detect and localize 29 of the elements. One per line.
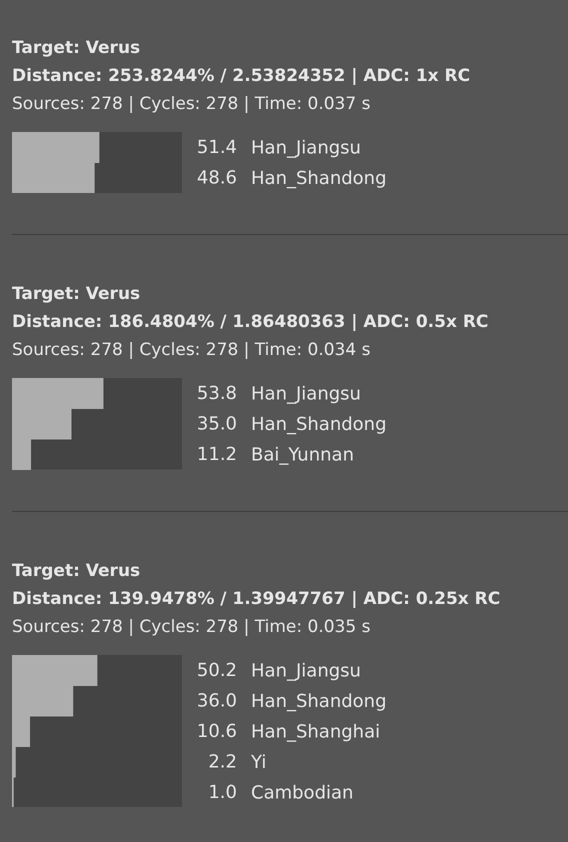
data-label: 2.2 — [208, 751, 237, 772]
chart-title: Target: Verus — [12, 283, 142, 306]
data-label: 1.0 — [208, 782, 237, 802]
source-note: Sources: 278 | Cycles: 278 | Time: 0.034 s — [12, 339, 372, 362]
y-tick-label: Han_Shanghai — [251, 721, 380, 742]
data-label: 50.2 — [196, 660, 237, 680]
text: Distance: 139.9478% / 1.39947767 | ADC: 0.25x RC — [12, 588, 502, 610]
chart-title: Target: Verus — [12, 560, 142, 582]
data-label: 36.0 — [196, 690, 237, 711]
y-tick-label: Han_Shandong — [251, 168, 387, 190]
y-tick-label: Han_Shandong — [251, 690, 387, 712]
y-tick-label: Bai_Yunnan — [251, 444, 354, 466]
y-tick-label: Han_Jiangsu — [251, 660, 361, 682]
y-tick-label: Han_Jiangsu — [251, 384, 361, 405]
data-label: 11.2 — [196, 444, 237, 465]
text: Distance: 253.8244% / 2.53824352 | ADC: 1x RC — [12, 65, 472, 88]
chart-title: Target: Verus — [12, 37, 142, 60]
source-note: Sources: 278 | Cycles: 278 | Time: 0.037 s — [12, 93, 372, 116]
y-tick-label: Han_Jiangsu — [251, 138, 361, 159]
data-label: 53.8 — [196, 383, 237, 404]
y-tick-label: Yi — [250, 752, 266, 773]
y-tick-label: Cambodian — [251, 782, 354, 804]
data-label: 48.6 — [196, 168, 237, 188]
text: Distance: 186.4804% / 1.86480363 | ADC: 0.5x RC — [12, 311, 490, 334]
data-label: 51.4 — [196, 137, 237, 158]
source-note: Sources: 278 | Cycles: 278 | Time: 0.035 s — [12, 616, 372, 638]
y-tick-label: Han_Shandong — [251, 414, 387, 436]
data-label: 10.6 — [196, 720, 237, 742]
data-label: 35.0 — [196, 414, 237, 434]
